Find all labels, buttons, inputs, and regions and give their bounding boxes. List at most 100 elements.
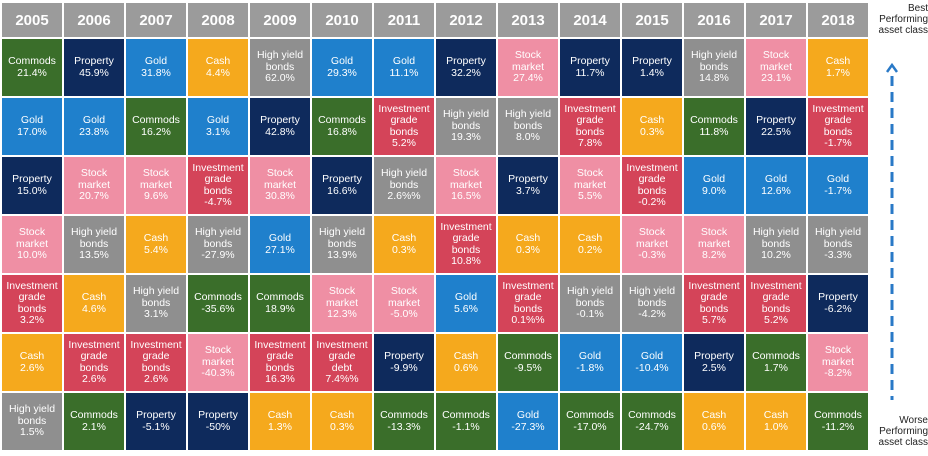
asset-class-label: Property [74, 55, 114, 67]
asset-class-label: Stock market [821, 344, 855, 368]
return-value: -50% [205, 420, 231, 433]
asset-class-label: High yield bonds [690, 49, 738, 73]
return-value: -0.1% [576, 308, 604, 321]
asset-class-label: Investment grade bonds [440, 220, 492, 256]
asset-cell-2018-rank-1: Cash 1.7% [808, 39, 868, 96]
asset-cell-2014-rank-5: High yield bonds -0.1% [560, 275, 620, 332]
asset-cell-2012-rank-5: Gold 5.6% [436, 275, 496, 332]
asset-cell-2017-rank-1: Stock market 23.1% [746, 39, 806, 96]
year-header-2012: 2012 [436, 3, 496, 37]
asset-class-label: High yield bonds [504, 108, 552, 132]
return-value: -24.7% [635, 420, 669, 433]
return-value: 12.3% [327, 308, 357, 321]
asset-cell-2010-rank-6: Investment grade debt 7.4%% [312, 334, 372, 391]
asset-cell-2016-rank-7: Cash 0.6% [684, 393, 744, 450]
asset-class-label: Commods [504, 350, 552, 362]
return-value: -0.2% [638, 196, 666, 208]
asset-class-label: Cash [577, 232, 603, 244]
asset-class-label: Stock market [15, 226, 49, 250]
asset-cell-2017-rank-4: High yield bonds 10.2% [746, 216, 806, 273]
return-value: -6.2% [824, 302, 852, 315]
asset-class-label: Property [570, 55, 610, 67]
asset-class-quilt-chart: 2005 2006 2007 2008 2009 2010 2011 2012 2013 2014… [2, 3, 868, 450]
asset-class-label: Stock market [77, 167, 111, 191]
asset-class-label: Gold [392, 55, 416, 67]
asset-cell-2013-rank-7: Gold -27.3% [498, 393, 558, 450]
return-value: 5.5% [578, 190, 602, 203]
worse-performing-label: Worse Performing asset class [878, 415, 928, 448]
asset-cell-2007-rank-5: High yield bonds 3.1% [126, 275, 186, 332]
asset-class-label: Gold [516, 409, 540, 421]
return-value: -3.3% [824, 249, 852, 262]
asset-cell-2015-rank-2: Cash 0.3% [622, 98, 682, 155]
asset-cell-2014-rank-7: Commods -17.0% [560, 393, 620, 450]
return-value: 12.6% [761, 184, 791, 197]
asset-cell-2012-rank-1: Property 32.2% [436, 39, 496, 96]
return-value: 4.4% [206, 66, 230, 79]
return-value: -40.3% [201, 367, 235, 380]
asset-cell-2010-rank-5: Stock market 12.3% [312, 275, 372, 332]
asset-cell-2009-rank-6: Investment grade bonds 16.3% [250, 334, 310, 391]
asset-cell-2005-rank-6: Cash 2.6% [2, 334, 62, 391]
return-value: 2.6%% [387, 190, 421, 203]
return-value: 2.6% [82, 373, 106, 385]
performance-arrow-icon [886, 62, 898, 400]
return-value: -1.1% [452, 420, 480, 433]
asset-class-label: High yield bonds [132, 285, 180, 309]
asset-cell-2005-rank-1: Commods 21.4% [2, 39, 62, 96]
return-value: 45.9% [79, 66, 109, 79]
asset-cell-2012-rank-4: Investment grade bonds 10.8% [436, 216, 496, 273]
year-header-2009: 2009 [250, 3, 310, 37]
asset-cell-2005-rank-4: Stock market 10.0% [2, 216, 62, 273]
asset-cell-2009-rank-3: Stock market 30.8% [250, 157, 310, 214]
asset-class-label: Gold [454, 291, 478, 303]
asset-cell-2008-rank-3: Investment grade bonds -4.7% [188, 157, 248, 214]
asset-cell-2015-rank-4: Stock market -0.3% [622, 216, 682, 273]
return-value: 20.7% [79, 190, 109, 203]
asset-cell-2017-rank-2: Property 22.5% [746, 98, 806, 155]
asset-cell-2011-rank-1: Gold 11.1% [374, 39, 434, 96]
asset-class-label: Gold [144, 55, 168, 67]
asset-cell-2014-rank-1: Property 11.7% [560, 39, 620, 96]
asset-class-label: Commods [814, 409, 862, 421]
return-value: 23.1% [761, 72, 791, 85]
return-value: 5.4% [144, 243, 168, 256]
asset-class-label: Stock market [635, 226, 669, 250]
asset-cell-2015-rank-5: High yield bonds -4.2% [622, 275, 682, 332]
return-value: -5.1% [142, 420, 170, 433]
asset-class-label: Stock market [759, 49, 793, 73]
asset-class-label: Property [756, 114, 796, 126]
asset-cell-2009-rank-7: Cash 1.3% [250, 393, 310, 450]
asset-cell-2012-rank-6: Cash 0.6% [436, 334, 496, 391]
return-value: 16.5% [451, 190, 481, 203]
asset-cell-2017-rank-5: Investment grade bonds 5.2% [746, 275, 806, 332]
asset-class-label: High yield bonds [752, 226, 800, 250]
asset-class-label: Property [384, 350, 424, 362]
asset-cell-2005-rank-7: High yield bonds 1.5% [2, 393, 62, 450]
asset-class-label: Commods [318, 114, 366, 126]
return-value: -35.6% [201, 302, 235, 315]
return-value: 11.8% [699, 125, 729, 138]
asset-cell-2005-rank-5: Investment grade bonds 3.2% [2, 275, 62, 332]
asset-cell-2007-rank-1: Gold 31.8% [126, 39, 186, 96]
year-header-2016: 2016 [684, 3, 744, 37]
asset-class-label: Gold [702, 173, 726, 185]
return-value: -0.3% [638, 249, 666, 262]
asset-class-label: High yield bonds [380, 167, 428, 191]
asset-class-label: Stock market [139, 167, 173, 191]
asset-class-label: High yield bonds [70, 226, 118, 250]
asset-class-label: Commods [566, 409, 614, 421]
asset-cell-2011-rank-4: Cash 0.3% [374, 216, 434, 273]
asset-class-label: Commods [8, 55, 56, 67]
asset-cell-2010-rank-4: High yield bonds 13.9% [312, 216, 372, 273]
return-value: 1.7% [826, 66, 850, 79]
return-value: 1.7% [764, 361, 788, 374]
asset-cell-2007-rank-2: Commods 16.2% [126, 98, 186, 155]
asset-class-label: High yield bonds [318, 226, 366, 250]
asset-class-label: Gold [206, 114, 230, 126]
asset-cell-2010-rank-3: Property 16.6% [312, 157, 372, 214]
asset-cell-2006-rank-6: Investment grade bonds 2.6% [64, 334, 124, 391]
return-value: 5.7% [702, 314, 726, 326]
asset-cell-2017-rank-7: Cash 1.0% [746, 393, 806, 450]
return-value: 15.0% [17, 184, 47, 197]
